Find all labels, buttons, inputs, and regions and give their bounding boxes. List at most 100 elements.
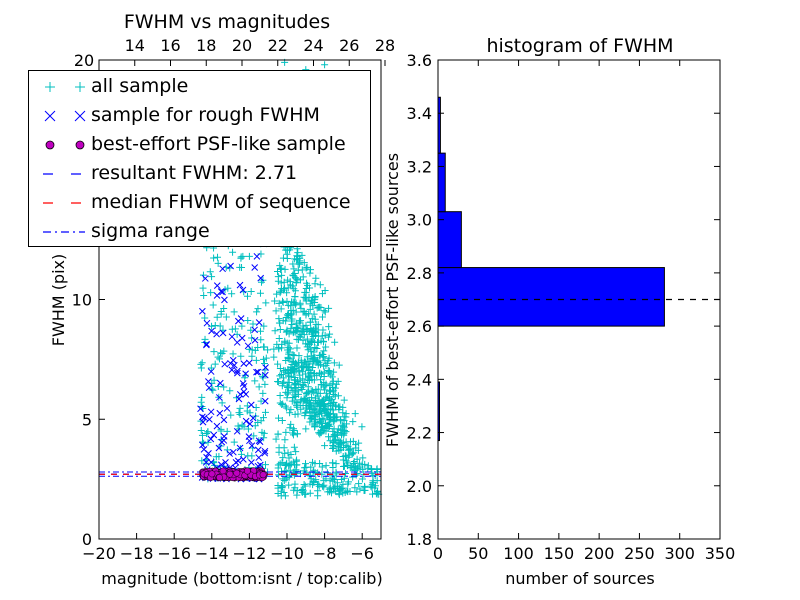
all-sample-point (293, 275, 301, 283)
all-sample-point (307, 463, 315, 471)
all-sample-point (329, 441, 337, 449)
rough-sample-point (233, 369, 241, 377)
all-sample-point (223, 446, 231, 454)
all-sample-point (226, 387, 234, 395)
all-sample-point (285, 462, 293, 470)
all-sample-point (306, 269, 314, 277)
all-sample-point (197, 398, 205, 406)
all-sample-point (307, 266, 315, 274)
all-sample-point (318, 313, 326, 321)
rough-sample-point (236, 281, 244, 289)
all-sample-point (314, 361, 322, 369)
all-sample-point (288, 361, 296, 369)
all-sample-point (275, 414, 283, 422)
all-sample-point (334, 377, 342, 385)
all-sample-point (351, 484, 359, 492)
all-sample-point (311, 280, 319, 288)
all-sample-point (287, 302, 295, 310)
all-sample-point (293, 491, 301, 499)
all-sample-point (297, 304, 305, 312)
all-sample-point (289, 272, 297, 280)
rough-sample-point (249, 414, 257, 422)
all-sample-point (200, 292, 208, 300)
all-sample-point (292, 379, 300, 387)
all-sample-point (322, 462, 330, 470)
all-sample-point (236, 410, 244, 418)
all-sample-point (289, 306, 297, 314)
rough-sample-point (227, 262, 234, 270)
all-sample-point (257, 250, 265, 258)
rough-sample-point (203, 319, 211, 327)
all-sample-point (320, 307, 328, 315)
x-tick-label: 0 (433, 544, 443, 563)
rough-sample-point (262, 364, 269, 371)
all-sample-point (228, 325, 236, 333)
psf-sample-point (243, 467, 251, 475)
all-sample-point (302, 408, 310, 416)
all-sample-point (297, 405, 305, 413)
all-sample-point (313, 304, 321, 312)
all-sample-point (289, 431, 297, 439)
all-sample-point (332, 380, 340, 388)
all-sample-point (352, 471, 360, 479)
all-sample-point (318, 414, 326, 422)
all-sample-point (283, 339, 291, 347)
all-sample-point (373, 487, 381, 495)
rough-sample-point (217, 288, 225, 295)
all-sample-point (325, 333, 333, 341)
all-sample-point (271, 297, 279, 305)
all-sample-point (290, 328, 298, 336)
all-sample-point (287, 420, 295, 428)
rough-sample-point (254, 446, 262, 454)
psf-sample-point (219, 467, 227, 475)
all-sample-point (292, 308, 300, 316)
all-sample-point (281, 436, 289, 444)
all-sample-point (326, 394, 334, 402)
all-sample-point (261, 408, 269, 416)
rough-sample-point (219, 265, 226, 273)
legend-label: sample for rough FWHM (91, 104, 320, 126)
all-sample-point (311, 354, 319, 362)
all-sample-point (281, 449, 289, 457)
all-sample-point (348, 450, 356, 458)
all-sample-point (222, 313, 230, 321)
all-sample-point (361, 460, 369, 468)
all-sample-point (306, 418, 314, 426)
all-sample-point (227, 411, 235, 419)
all-sample-point (330, 475, 338, 483)
all-sample-point (353, 455, 361, 463)
all-sample-point (319, 351, 327, 359)
y-tick-label: 3.2 (407, 157, 432, 176)
all-sample-point (204, 428, 212, 436)
all-sample-point (356, 485, 364, 493)
rough-sample-point (244, 342, 252, 350)
rough-sample-point (245, 433, 253, 440)
x-tick-label: −8 (313, 544, 337, 563)
histogram-title: histogram of FWHM (486, 35, 673, 57)
all-sample-point (326, 422, 334, 430)
all-sample-point (284, 312, 292, 320)
y-tick-label: 5 (82, 410, 92, 429)
all-sample-point (213, 313, 221, 321)
rough-sample-point (223, 405, 231, 412)
all-sample-point (260, 343, 268, 351)
all-sample-point (326, 484, 334, 492)
all-sample-point (321, 407, 329, 415)
all-sample-point (208, 385, 216, 393)
scatter-top-left-label: 20 (74, 51, 94, 70)
all-sample-point (287, 373, 295, 381)
all-sample-point (284, 379, 292, 387)
all-sample-point (220, 305, 228, 313)
all-sample-point (298, 359, 306, 367)
all-sample-point (373, 477, 381, 485)
rough-sample-point (216, 409, 224, 417)
all-sample-point (299, 308, 307, 316)
all-sample-point (307, 339, 315, 347)
all-sample-point (285, 473, 293, 481)
all-sample-point (237, 450, 245, 458)
all-sample-point (311, 294, 319, 302)
all-sample-point (335, 361, 343, 369)
all-sample-point (303, 360, 311, 368)
all-sample-point (344, 480, 352, 488)
all-sample-point (304, 383, 312, 391)
